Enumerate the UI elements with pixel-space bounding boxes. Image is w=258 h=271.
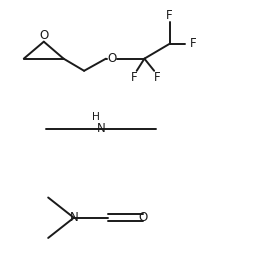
Text: N: N [96,122,105,135]
Text: O: O [139,211,148,224]
Text: O: O [39,29,49,42]
Text: F: F [190,37,196,50]
Text: F: F [154,71,160,84]
Text: O: O [108,52,117,65]
Text: N: N [69,211,78,224]
Text: F: F [166,9,173,22]
Text: H: H [92,112,100,122]
Text: F: F [131,71,138,84]
